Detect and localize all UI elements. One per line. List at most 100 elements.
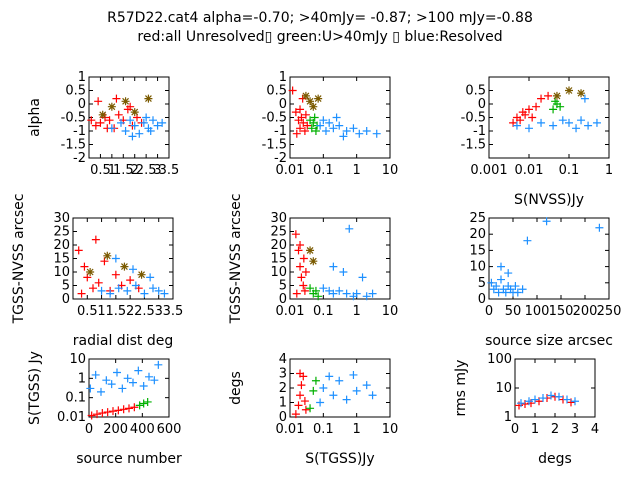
data-point-blue [329,262,338,271]
data-point-red [112,94,121,103]
data-point-red [288,86,297,95]
data-point-blue [129,265,137,274]
y-tick-label: -0.5 [262,111,287,126]
data-point-red [294,246,303,255]
data-point-green [306,404,315,413]
y-tick-label: 1 [504,410,512,425]
data-point-red [126,276,135,285]
data-point-green [311,286,320,295]
data-point-blue [123,286,132,295]
y-axis-label: TGSS-NVSS arcsec [11,194,27,325]
data-point-red [300,286,309,295]
y-tick-label: 0 [279,292,287,307]
y-tick-label: 10 [53,265,70,280]
data-point-blue [118,384,127,393]
data-point-olive [577,89,586,98]
x-tick-label: 1 [353,163,361,178]
data-point-blue [107,380,116,389]
data-point-blue [325,118,334,127]
data-point-blue [572,124,581,133]
x-tick-label: 2 [551,422,559,437]
data-point-red [96,118,105,127]
x-tick-label: 2 [131,163,139,178]
y-tick-label: 0 [478,292,486,307]
data-point-red [91,235,100,244]
y-tick-label: -1 [274,124,287,139]
x-tick-label: 1 [605,163,613,178]
y-tick-label: 4 [279,352,287,367]
data-point-green [549,105,558,114]
data-point-red [516,116,525,125]
data-point-blue [368,391,377,400]
data-point-blue [504,269,513,278]
y-tick-label: 0.01 [57,410,86,425]
data-point-blue [121,127,130,135]
data-point-blue [345,224,354,233]
data-point-blue [517,399,525,408]
data-point-blue [319,284,328,293]
data-point-red [105,116,114,125]
data-point-blue [154,360,163,369]
y-tick-label: 100 [487,352,512,367]
data-point-olive [144,94,153,103]
data-point-olive [314,94,323,103]
y-axis-label: rms mJy [453,360,469,417]
x-tick-label: 200 [573,304,598,319]
plot-frame [72,217,174,300]
x-tick-label: 100 [525,304,550,319]
data-point-blue [128,132,137,141]
y-tick-label: 15 [270,252,287,267]
data-point-blue [134,366,143,375]
data-point-blue [146,127,155,135]
data-point-blue [114,284,123,293]
x-axis-label: S(TGSS)Jy [305,451,374,467]
chart-title: R57D22.cat4 alpha=-0.70; >40mJy= -0.87; … [107,10,533,26]
y-tick-label: 5 [478,276,486,291]
data-point-blue [102,376,111,385]
data-point-blue [512,121,521,130]
data-point-red [74,246,83,255]
data-point-green [311,376,320,385]
data-point-blue [513,288,522,297]
data-point-red [527,399,535,408]
y-tick-label: 0 [279,97,287,112]
data-point-olive [306,97,315,106]
data-point-blue [325,372,334,381]
x-tick-label: 0.01 [276,304,305,319]
y-tick-label: -0.5 [61,111,86,126]
x-tick-label: 0.01 [276,422,305,437]
data-point-blue [525,397,533,406]
data-point-red [80,262,89,271]
y-tick-label: 15 [469,243,486,258]
x-tick-label: 600 [157,422,182,437]
data-point-red [77,289,86,298]
x-tick-label: 400 [130,422,155,437]
data-point-green [314,292,323,301]
data-point-olive [565,86,573,95]
data-point-green [135,401,144,410]
data-point-red [94,97,103,106]
y-tick-label: 1 [279,396,287,411]
data-point-red [291,230,300,239]
x-axis-label: source size arcsec [485,333,613,349]
data-point-blue [139,118,148,127]
y-tick-label: 0 [62,292,70,307]
data-point-blue [150,376,159,385]
y-tick-label: 15 [53,252,70,267]
data-point-red [125,404,133,413]
data-point-red [111,270,120,279]
data-point-red [303,121,312,130]
data-point-green [551,97,560,106]
data-point-blue [342,127,351,135]
data-point-red [296,369,305,378]
data-point-red [299,254,308,263]
data-point-red [291,410,300,419]
data-point-olive [86,268,95,276]
y-tick-label: 10 [270,265,287,280]
panel-p3: 0.001 0.01 0.1 1 0.50-0.5-1-1.5 S(NVSS)Jy [461,76,613,208]
x-tick-label: 0.1 [313,163,334,178]
data-point-red [300,127,309,135]
x-tick-label: 0.1 [313,422,334,437]
